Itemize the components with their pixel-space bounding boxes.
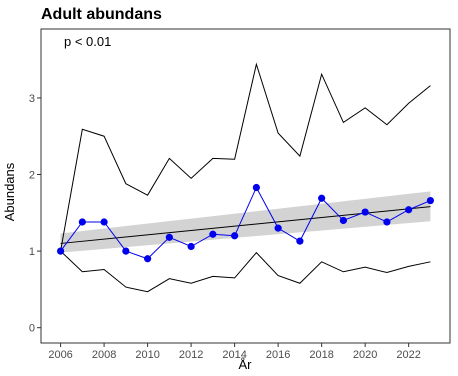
data-point: [296, 237, 304, 245]
trend-line: [60, 206, 431, 244]
x-tick-label: 2020: [353, 349, 377, 361]
data-point: [383, 218, 391, 226]
data-point: [231, 232, 239, 240]
x-tick-label: 2016: [266, 349, 290, 361]
x-axis-label: År: [239, 357, 253, 372]
x-tick-label: 2022: [396, 349, 420, 361]
data-point: [144, 255, 152, 263]
series-line-lower: [60, 250, 431, 293]
data-point: [318, 194, 326, 202]
x-axis: 2006 2008 2010 2012 2014 2016 2018 2020 2022: [48, 343, 421, 361]
x-tick-label: 2018: [309, 349, 333, 361]
significance-annotation: p < 0.01: [64, 34, 111, 49]
data-point: [100, 218, 108, 226]
series-layer: [60, 62, 431, 293]
chart-title: Adult abundans: [41, 6, 162, 23]
plot-panel: [40, 28, 451, 344]
data-point: [339, 216, 347, 225]
data-point: [274, 224, 282, 232]
x-tick-label: 2008: [92, 349, 116, 361]
confidence-band-layer: [60, 191, 431, 253]
y-axis: 0 1 2 3: [29, 93, 41, 335]
data-point: [122, 247, 130, 255]
data-point: [187, 242, 195, 251]
y-axis-label: Abundans: [2, 162, 17, 221]
data-point: [78, 218, 86, 226]
confidence-band: [60, 191, 431, 253]
series-line-mean: [60, 186, 431, 260]
data-point: [165, 233, 173, 241]
x-tick-label: 2014: [222, 349, 246, 361]
points-layer: [56, 183, 435, 263]
series-line-upper: [60, 62, 431, 252]
y-tick-label: 0: [29, 323, 35, 335]
x-tick-label: 2006: [48, 349, 72, 361]
data-point: [209, 230, 217, 238]
x-tick-label: 2010: [135, 349, 159, 361]
data-point: [426, 196, 435, 205]
data-point: [252, 183, 260, 192]
data-point: [361, 208, 369, 216]
trend-line-layer: [60, 206, 431, 244]
x-tick-label: 2012: [179, 349, 203, 361]
y-tick-label: 1: [29, 246, 35, 258]
data-point: [56, 247, 65, 255]
data-point: [405, 206, 413, 214]
y-tick-label: 2: [29, 170, 35, 182]
y-tick-label: 3: [29, 93, 35, 105]
